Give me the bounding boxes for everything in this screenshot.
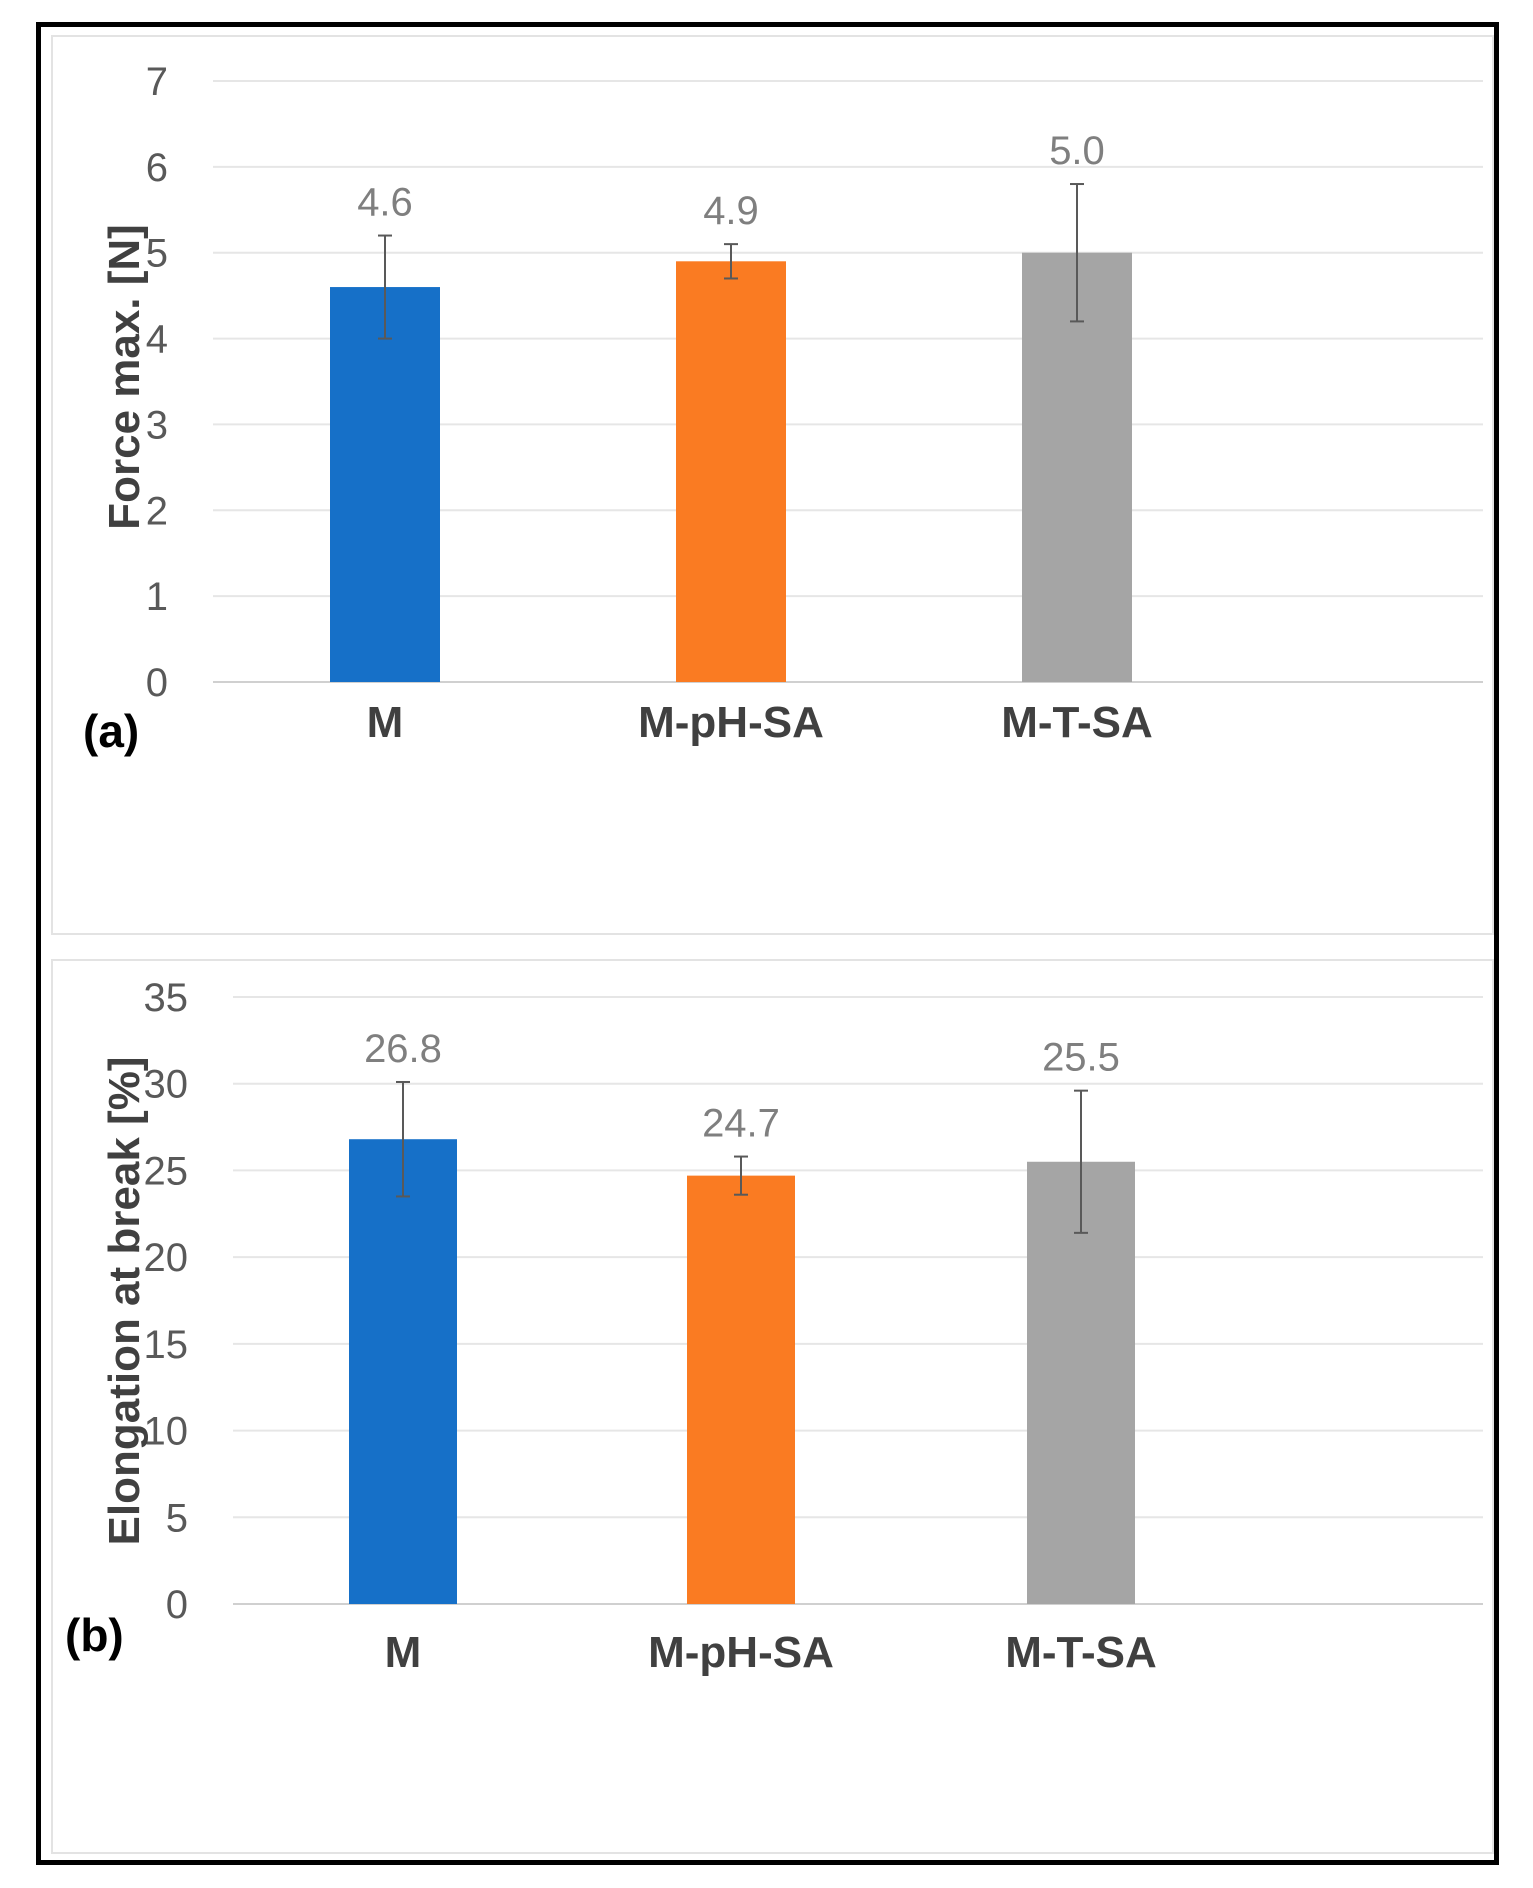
y-tick-label: 6	[146, 146, 168, 190]
y-tick-label: 0	[146, 661, 168, 705]
y-tick-label: 20	[144, 1236, 189, 1280]
y-tick-label: 5	[166, 1496, 188, 1540]
y-tick-label: 0	[166, 1583, 188, 1627]
y-tick-label: 10	[144, 1410, 189, 1454]
panel-label: (b)	[65, 1609, 124, 1661]
force-chart: 0 1 2 3 4 5 6 7 4.6 M 4.9 M-pH-SA 5.0 M-T-SA Force max…	[83, 60, 1483, 757]
x-category-label: M	[367, 698, 404, 747]
data-label: 5.0	[1049, 129, 1105, 173]
data-label: 24.7	[702, 1102, 780, 1146]
bar	[687, 1175, 795, 1604]
elongation-chart: 0 5 10 15 20 25 30 35 26.8 M 24.7 M-pH-SA 25.5 M-T-SA…	[65, 976, 1483, 1677]
y-tick-label: 25	[144, 1149, 189, 1193]
data-label: 4.9	[703, 189, 759, 233]
bar	[330, 287, 440, 682]
bar	[349, 1139, 457, 1604]
data-label: 4.6	[357, 181, 413, 225]
panel-label: (a)	[83, 705, 139, 757]
x-category-label: M-pH-SA	[648, 1628, 834, 1677]
y-tick-label: 4	[146, 318, 168, 362]
y-tick-label: 15	[144, 1323, 189, 1367]
chart-panel-a: 0 1 2 3 4 5 6 7 4.6 M 4.9 M-pH-SA 5.0 M-T-SA Force max…	[51, 35, 1494, 935]
y-axis-label: Force max. [N]	[100, 224, 149, 530]
bar	[1027, 1161, 1135, 1604]
y-tick-label: 3	[146, 403, 168, 447]
y-tick-label: 30	[144, 1063, 189, 1107]
bar	[1022, 252, 1132, 682]
data-label: 26.8	[364, 1027, 442, 1071]
y-axis-label: Elongation at break [%]	[100, 1057, 149, 1546]
y-tick-label: 7	[146, 60, 168, 104]
x-category-label: M	[385, 1628, 422, 1677]
data-label: 25.5	[1042, 1036, 1120, 1080]
x-category-label: M-T-SA	[1001, 698, 1153, 747]
x-category-label: M-T-SA	[1005, 1628, 1157, 1677]
y-tick-label: 35	[144, 976, 189, 1020]
y-tick-label: 5	[146, 232, 168, 276]
bar	[676, 261, 786, 682]
x-category-label: M-pH-SA	[638, 698, 824, 747]
chart-panel-b: 0 5 10 15 20 25 30 35 26.8 M 24.7 M-pH-SA 25.5 M-T-SA…	[51, 959, 1494, 1854]
y-tick-label: 1	[146, 575, 168, 619]
y-tick-label: 2	[146, 489, 168, 533]
figure-frame: 0 1 2 3 4 5 6 7 4.6 M 4.9 M-pH-SA 5.0 M-T-SA Force max…	[36, 22, 1499, 1865]
